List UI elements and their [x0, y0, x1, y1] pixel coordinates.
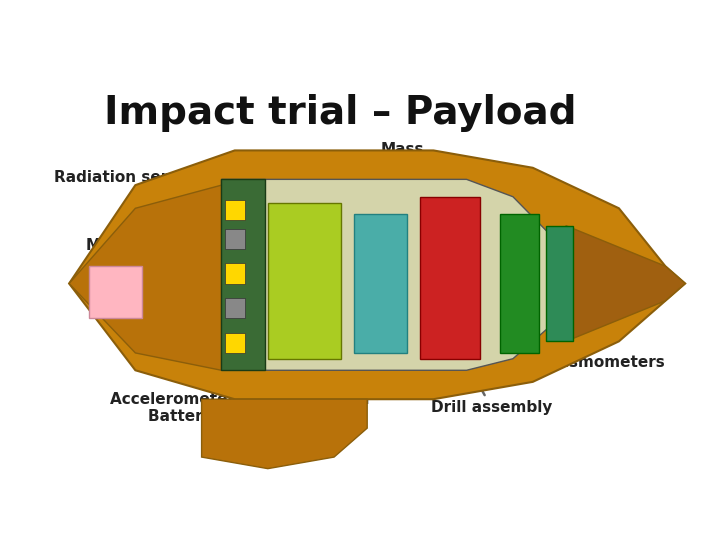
Bar — [225, 228, 245, 249]
PathPatch shape — [69, 151, 685, 399]
Text: Magnetometers: Magnetometers — [86, 238, 288, 258]
Text: Batteries: Batteries — [134, 203, 288, 243]
Text: Impact trial – Payload: Impact trial – Payload — [104, 94, 577, 132]
Bar — [268, 202, 341, 359]
Bar — [225, 333, 245, 353]
Bar — [500, 214, 539, 353]
PathPatch shape — [202, 399, 367, 469]
Bar — [546, 226, 572, 341]
Bar — [222, 179, 264, 370]
Text: Drill assembly: Drill assembly — [431, 386, 552, 415]
PathPatch shape — [222, 179, 553, 370]
PathPatch shape — [566, 226, 685, 341]
Bar — [225, 298, 245, 318]
Text: Accelerometers, Thermometer
Batteries,Data logger: Accelerometers, Thermometer Batteries,Da… — [109, 381, 372, 424]
Bar — [225, 263, 245, 284]
Text: LEAG 2008 :  Florida, Oct 30: LEAG 2008 : Florida, Oct 30 — [13, 508, 297, 526]
Bar — [420, 197, 480, 359]
Text: Radiation sensor: Radiation sensor — [54, 170, 288, 230]
PathPatch shape — [69, 185, 222, 370]
Text: Mass
spectrometer: Mass spectrometer — [374, 142, 496, 174]
Text: Micro-seismometers: Micro-seismometers — [444, 355, 665, 369]
Bar — [89, 266, 142, 318]
Bar — [225, 200, 245, 220]
Text: MSSL/UCL UK: MSSL/UCL UK — [572, 508, 707, 526]
Bar — [354, 214, 407, 353]
Text: Accelerometers
Power
Interconnection
Processing: Accelerometers Power Interconnection Pro… — [503, 266, 639, 333]
